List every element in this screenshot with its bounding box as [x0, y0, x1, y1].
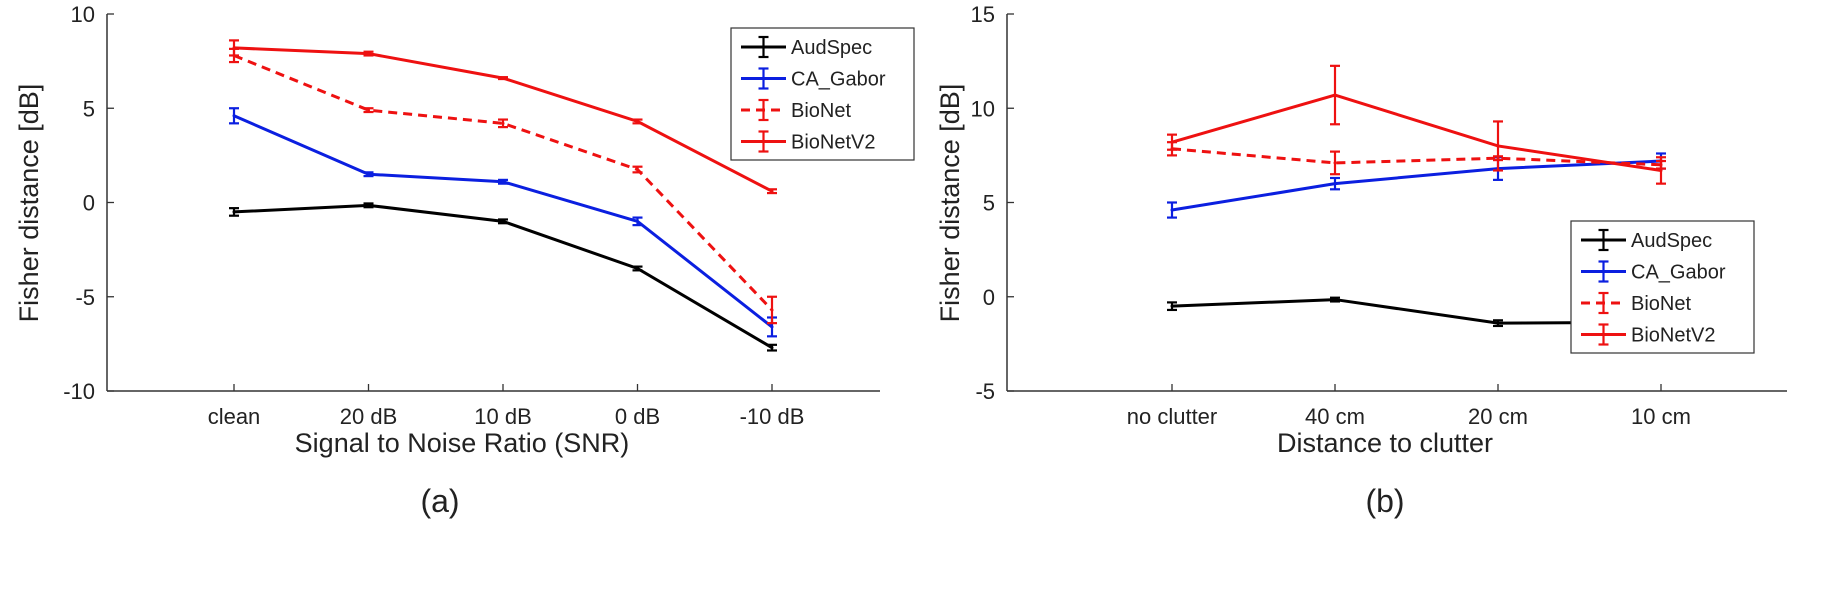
series-ca-gabor	[1167, 152, 1666, 219]
data-point	[636, 119, 639, 123]
x-tick-label: 20 dB	[340, 404, 398, 429]
y-tick-label: -5	[75, 285, 95, 310]
data-point	[232, 210, 236, 214]
x-tick-label: 10 cm	[1631, 404, 1691, 429]
series-line	[1171, 159, 1662, 212]
x-axis-title: Distance to clutter	[1277, 428, 1493, 458]
legend-label: AudSpec	[791, 37, 872, 59]
data-point	[1170, 304, 1174, 308]
y-tick-label: 0	[983, 285, 995, 310]
series-bionet	[1167, 141, 1666, 176]
y-axis-title: Fisher distance [dB]	[14, 84, 44, 323]
y-tick-label: -10	[63, 379, 95, 404]
series-bionetv2	[229, 39, 777, 195]
y-tick-label: 0	[83, 191, 95, 216]
legend-label: BioNetV2	[1631, 325, 1716, 347]
x-tick-label: no clutter	[1127, 404, 1218, 429]
data-point	[501, 219, 505, 223]
y-tick-label: 10	[71, 2, 95, 27]
legend-label: CA_Gabor	[791, 69, 886, 91]
data-point	[1496, 144, 1500, 148]
series-line	[1171, 93, 1662, 172]
data-point	[636, 219, 639, 223]
data-point	[367, 203, 370, 207]
data-point	[636, 266, 639, 270]
data-point	[1496, 321, 1500, 325]
x-tick-label: 40 cm	[1305, 404, 1365, 429]
x-tick-label: clean	[208, 404, 261, 429]
legend: AudSpec CA_Gabor BioNet BioNetV2	[1570, 220, 1755, 354]
y-tick-label: 5	[83, 96, 95, 121]
y-axis-title: Fisher distance [dB]	[935, 84, 965, 323]
data-point	[770, 189, 774, 193]
data-point	[636, 168, 639, 172]
x-tick-label: -10 dB	[740, 404, 805, 429]
y-tick-label: -5	[975, 379, 995, 404]
legend-box	[730, 27, 915, 161]
y-tick-label: 10	[971, 96, 995, 121]
legend: AudSpec CA_Gabor BioNet BioNetV2	[730, 27, 915, 161]
legend-label: BioNetV2	[791, 132, 876, 154]
data-point	[1333, 93, 1337, 97]
data-point	[770, 346, 774, 350]
data-point	[1170, 208, 1174, 212]
data-point	[367, 108, 370, 112]
legend-box	[1570, 220, 1755, 354]
chart-panel-b: -5 0 5 10 15 no clutter 40 cm 20 cm 10 cm Distanc…	[935, 2, 1787, 519]
data-point	[501, 121, 505, 125]
x-tick-label: 0 dB	[615, 404, 660, 429]
x-axis-title: Signal to Noise Ratio (SNR)	[295, 428, 630, 458]
panel-label: (b)	[1365, 483, 1404, 519]
legend-label: CA_Gabor	[1631, 262, 1726, 284]
data-point	[770, 308, 774, 312]
series-ca-gabor	[229, 107, 777, 338]
data-point	[501, 76, 505, 80]
data-point	[367, 172, 370, 176]
data-point	[1659, 168, 1663, 172]
data-point	[232, 114, 236, 118]
series-line	[233, 54, 774, 311]
panel-label: (a)	[420, 483, 459, 519]
data-point	[770, 325, 774, 329]
legend-label: AudSpec	[1631, 230, 1712, 252]
data-point	[367, 52, 370, 56]
y-tick-label: 15	[971, 2, 995, 27]
data-point	[501, 180, 505, 184]
series-audspec	[229, 202, 777, 352]
series-bionetv2	[1167, 64, 1666, 185]
legend-label: BioNet	[791, 100, 851, 122]
x-tick-label: 10 dB	[474, 404, 532, 429]
data-point	[1333, 182, 1337, 186]
y-tick-label: 5	[983, 191, 995, 216]
data-point	[1333, 298, 1337, 302]
legend-label: BioNet	[1631, 293, 1691, 315]
series-line	[1171, 147, 1662, 167]
data-point	[1333, 161, 1337, 165]
series-bionet	[229, 47, 777, 325]
x-tick-label: 20 cm	[1468, 404, 1528, 429]
data-point	[232, 46, 236, 50]
data-point	[1170, 140, 1174, 144]
chart-panel-a: -10 -5 0 5 10 clean 20 dB 10 dB 0 dB -10 dB Signal…	[14, 2, 915, 519]
